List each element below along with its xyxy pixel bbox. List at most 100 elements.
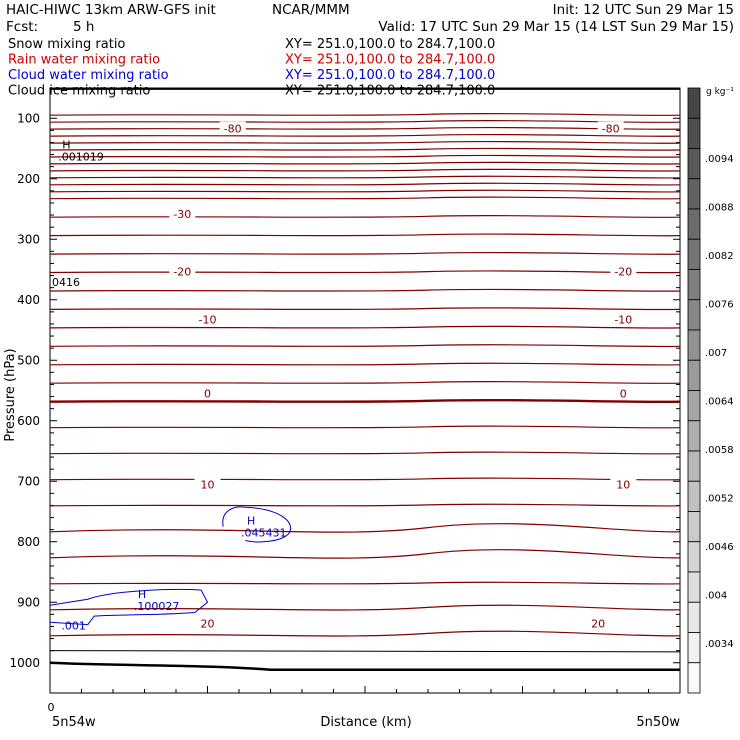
temperature-contour-line [49,251,681,255]
temperature-contour-line [49,398,681,404]
colorbar-segment [687,662,701,694]
contour-label: 20 [201,617,215,630]
temperature-contour-line [49,147,681,151]
contour-label: -10 [199,314,217,327]
colorbar-segment [687,390,701,422]
colorbar-label: .0082 [705,251,734,262]
contour-label: -30 [173,208,191,221]
temperature-contour-line [49,425,681,429]
temperature-contour-line [49,196,681,200]
colorbar-segment [687,632,701,664]
contour-label-bg [597,121,624,135]
contour-label-bg [194,386,221,400]
contour-label: -10 [614,314,632,327]
colorbar-segment [687,87,701,119]
mixing-ratio-contours [49,88,681,671]
temperature-contour-line [49,140,681,144]
contour-label-bg [194,477,221,491]
temperature-contour-line [49,168,681,172]
contour-label-bg [194,616,221,630]
colorbar-segment [687,571,701,603]
header-valid: Valid: 17 UTC Sun 29 Mar 15 (14 LST Sun … [378,19,734,35]
header-init: Init: 12 UTC Sun 29 Mar 15 [553,2,734,18]
temperature-contour-line [49,182,681,186]
maximum-value: .001 [61,619,85,632]
cloud-water-contour [49,589,209,626]
temperature-contour-line [49,133,681,137]
contour-label: 10 [201,478,215,491]
temperature-contours: -80 -80 -30 -20 -20 -10 -10 0 0 10 10 20 20 [49,112,681,637]
y-tick-label: 700 [17,474,40,488]
temperature-contour-line [49,523,681,533]
contour-label: 10 [616,478,630,491]
contour-label: 0 [620,388,627,401]
maximum-symbol: H [138,588,146,601]
maximum-value: .100027 [134,600,180,613]
maximum-symbol: H [62,139,70,152]
x-left-label: 5n54w [52,715,96,730]
contour-label: -80 [224,123,242,136]
temperature-contour-line [49,119,681,123]
colorbar-segment [687,117,701,149]
x-start-label: 0 [48,701,55,714]
colorbar: g kg⁻¹ .0094 .0088 .0082 .0076 .007 .0064 .0058… [687,87,734,694]
y-tick-label: 300 [17,232,40,246]
colorbar-segment [687,480,701,512]
colorbar-label: .007 [705,348,727,359]
contour-label: -80 [602,123,620,136]
field-name: Cloud ice mixing ratio [8,84,150,99]
colorbar-segment [687,541,701,573]
y-tick-label: 400 [17,293,40,307]
colorbar-label: .004 [705,591,727,602]
temperature-contour-line [49,233,681,237]
header-fcst-label: Fcst: [6,19,38,35]
colorbar-segment [687,178,701,210]
contour-label-bg [610,477,637,491]
temperature-contour-line [49,581,681,585]
contour-label-bg [610,386,637,400]
contour-label-bg [219,121,246,135]
field-xy: XY= 251.0,100.0 to 284.7,100.0 [285,68,495,83]
temperature-contour-line [49,189,681,193]
colorbar-label: .0058 [705,445,734,456]
temperature-contour-line [49,325,681,329]
colorbar-segment [687,420,701,452]
field-name: Rain water mixing ratio [8,53,160,68]
field-xy: XY= 251.0,100.0 to 284.7,100.0 [285,84,495,99]
temperature-contour-line [49,477,681,481]
contour-label-bg [169,206,196,220]
temperature-contour-line [49,175,681,179]
colorbar-segment [687,238,701,270]
header-fcst-value: 5 h [73,19,94,35]
colorbar-segment [687,208,701,240]
field-xy: XY= 251.0,100.0 to 284.7,100.0 [285,37,495,52]
surface-line [49,661,680,671]
maximum-value: 0416 [52,276,80,289]
temperature-contour-line [49,549,681,559]
colorbar-segment [687,601,701,633]
contour-label: 20 [591,617,605,630]
contour-label: -20 [173,265,191,278]
colorbar-segment [687,148,701,180]
colorbar-label: .0094 [705,154,734,165]
contour-label-bg [194,312,221,326]
field-xy: XY= 251.0,100.0 to 284.7,100.0 [285,53,495,68]
y-tick-label: 800 [17,535,40,549]
snow-contour-line [49,650,681,653]
colorbar-segment [687,299,701,331]
colorbar-segment [687,450,701,482]
temperature-contour-line [49,451,681,455]
temperature-contour-line [49,344,681,348]
colorbar-segment [687,359,701,391]
temperature-contour-line [49,214,681,218]
temperature-contour-line [49,630,681,637]
y-tick-label: 600 [17,414,40,428]
contour-label-bg [610,312,637,326]
colorbar-label: .0088 [705,203,734,214]
colorbar-label: .0046 [705,542,734,553]
maximum-value: .045431 [241,526,287,539]
colorbar-label: .0064 [705,397,734,408]
colorbar-label: .0034 [705,639,734,650]
